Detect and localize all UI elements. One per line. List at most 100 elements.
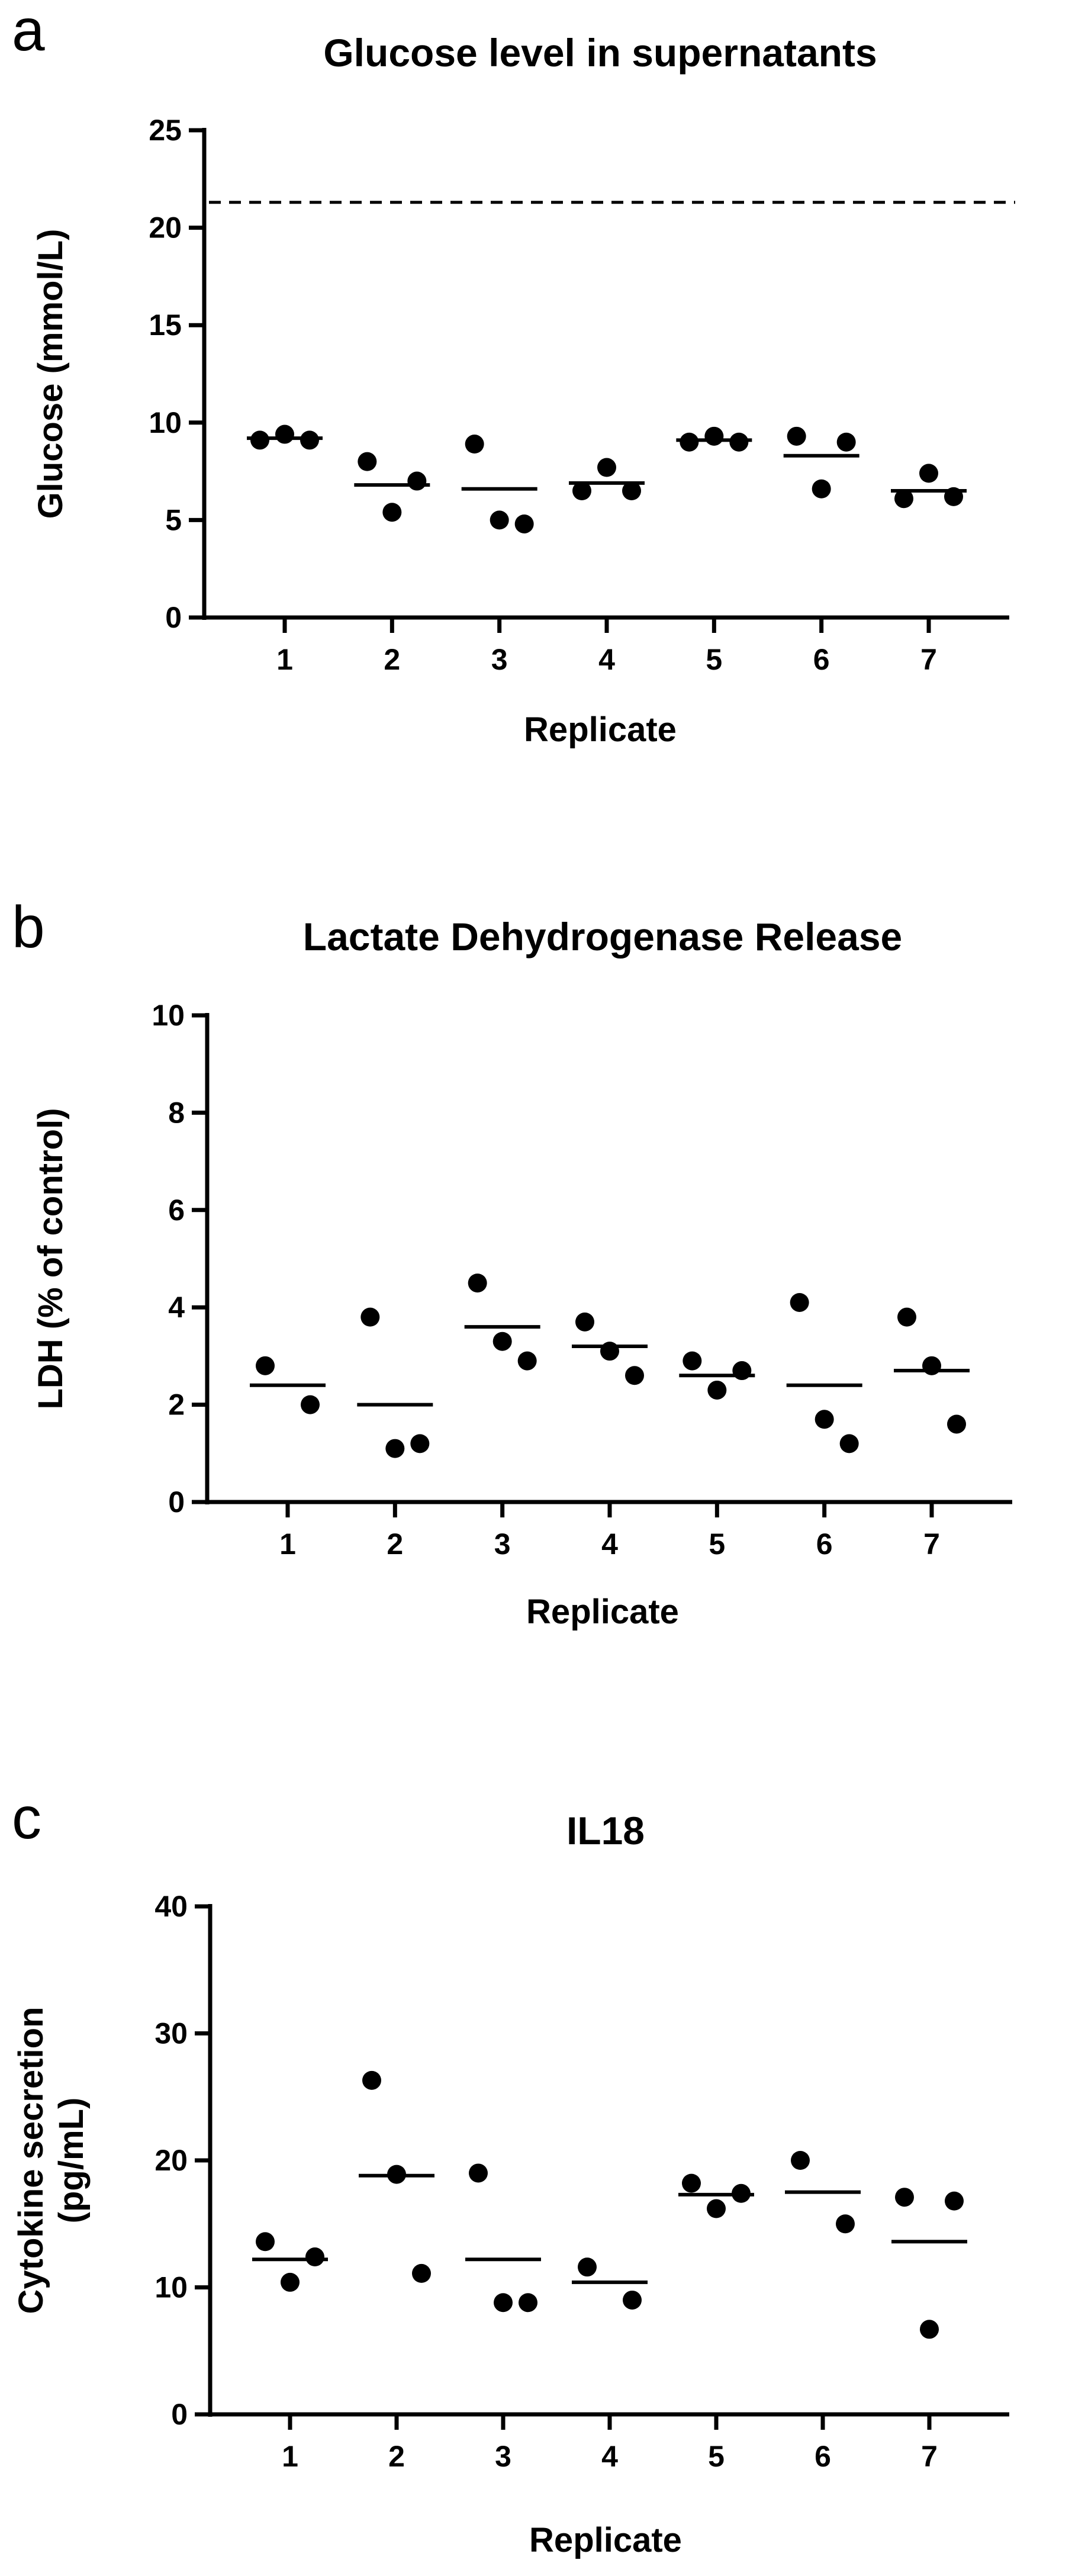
chart-title: IL18	[566, 1809, 645, 1853]
data-point	[490, 510, 509, 530]
x-tick-label: 5	[709, 1527, 725, 1561]
x-axis-label: Replicate	[524, 710, 677, 749]
y-axis-label: Cytokine secretion	[12, 2007, 50, 2314]
data-point	[707, 2199, 726, 2218]
y-axis-label: Glucose (mmol/L)	[31, 229, 70, 519]
data-point	[517, 1351, 537, 1371]
y-tick-label: 4	[168, 1291, 185, 1324]
data-point	[597, 458, 616, 477]
data-point	[732, 2183, 751, 2203]
data-point	[600, 1342, 619, 1361]
y-axis-label-group: Glucose (mmol/L)	[31, 229, 70, 519]
data-point	[945, 2191, 964, 2211]
y-tick-label: 40	[154, 1890, 188, 1923]
data-point	[920, 2320, 939, 2339]
x-tick-label: 7	[921, 2440, 938, 2473]
x-tick-label: 3	[494, 1527, 511, 1561]
y-axis-label-group: LDH (% of control)	[31, 1108, 70, 1409]
data-point	[385, 1439, 405, 1458]
data-point	[578, 2257, 597, 2277]
y-tick-label: 5	[165, 503, 182, 536]
y-axis-label: LDH (% of control)	[31, 1108, 70, 1409]
data-point	[815, 1410, 834, 1429]
data-point	[362, 2070, 381, 2090]
y-tick-label: 6	[168, 1194, 185, 1227]
data-point	[944, 487, 963, 506]
data-point	[729, 432, 749, 452]
x-tick-label: 1	[282, 2440, 298, 2473]
chart-title: Glucose level in supernatants	[323, 31, 877, 75]
chart-title: Lactate Dehydrogenase Release	[303, 915, 902, 959]
x-axis-label: Replicate	[529, 2521, 682, 2559]
x-tick-label: 3	[495, 2440, 511, 2473]
x-tick-label: 7	[923, 1527, 940, 1561]
x-tick-label: 3	[491, 643, 508, 676]
x-tick-label: 6	[813, 643, 830, 676]
x-tick-label: 6	[816, 1527, 833, 1561]
data-point	[358, 452, 377, 471]
panel-a: a Glucose level in supernatants Replicat…	[12, 0, 1015, 749]
data-point	[465, 435, 484, 454]
x-tick-label: 4	[601, 1527, 618, 1561]
x-tick-label: 6	[815, 2440, 831, 2473]
panel-letter-a: a	[12, 0, 45, 63]
data-point	[382, 503, 402, 522]
y-tick-label: 10	[154, 2271, 188, 2304]
data-point	[250, 430, 269, 450]
y-tick-label: 10	[149, 406, 182, 439]
x-tick-label: 5	[708, 2440, 725, 2473]
data-point	[625, 1366, 644, 1385]
data-point	[704, 426, 724, 446]
y-tick-label: 30	[154, 2017, 188, 2050]
plot-area: 0 10 20 30 40 1 2 3 4 5 6 7	[154, 1890, 1009, 2473]
data-point	[812, 479, 831, 499]
data-point	[412, 2263, 431, 2283]
x-tick-label: 2	[384, 643, 400, 676]
x-tick-label: 2	[387, 1527, 403, 1561]
data-point	[469, 2163, 488, 2183]
data-point	[622, 481, 641, 501]
x-tick-label: 2	[388, 2440, 405, 2473]
panel-letter-b: b	[12, 894, 45, 960]
y-tick-label: 20	[154, 2144, 188, 2177]
data-point	[682, 2173, 701, 2193]
plot-area: 0 5 10 15 20 25 1 2 3 4 5 6 7	[149, 114, 1015, 676]
data-point	[790, 1292, 809, 1312]
data-point	[407, 471, 427, 491]
x-tick-label: 7	[920, 643, 937, 676]
data-point	[897, 1307, 916, 1327]
data-point	[519, 2293, 537, 2313]
x-axis-label: Replicate	[526, 1593, 679, 1631]
data-point	[256, 2232, 275, 2252]
data-point	[836, 2214, 855, 2234]
y-tick-label: 2	[168, 1388, 185, 1422]
data-point	[922, 1356, 941, 1375]
data-point	[468, 1273, 487, 1293]
x-tick-label: 5	[706, 643, 722, 676]
data-point	[787, 426, 806, 446]
data-point	[947, 1414, 966, 1434]
y-tick-label: 20	[149, 211, 182, 245]
y-tick-label: 25	[149, 114, 182, 147]
data-point	[492, 1332, 512, 1351]
data-point	[281, 2272, 300, 2292]
x-tick-label: 4	[598, 643, 615, 676]
y-tick-label: 10	[152, 999, 185, 1032]
data-point	[680, 432, 699, 452]
data-point	[494, 2293, 513, 2313]
y-tick-label: 0	[168, 1485, 185, 1519]
data-point	[683, 1351, 702, 1371]
data-point	[572, 481, 591, 501]
data-point	[300, 430, 319, 450]
y-axis-label: (pg/mL)	[52, 2098, 91, 2224]
data-point	[623, 2290, 642, 2310]
y-tick-label: 0	[165, 601, 182, 634]
x-tick-label: 4	[601, 2440, 618, 2473]
data-point	[836, 432, 856, 452]
data-point	[410, 1434, 430, 1453]
y-tick-label: 15	[149, 308, 182, 342]
data-point	[919, 464, 938, 483]
data-point	[707, 1380, 727, 1400]
